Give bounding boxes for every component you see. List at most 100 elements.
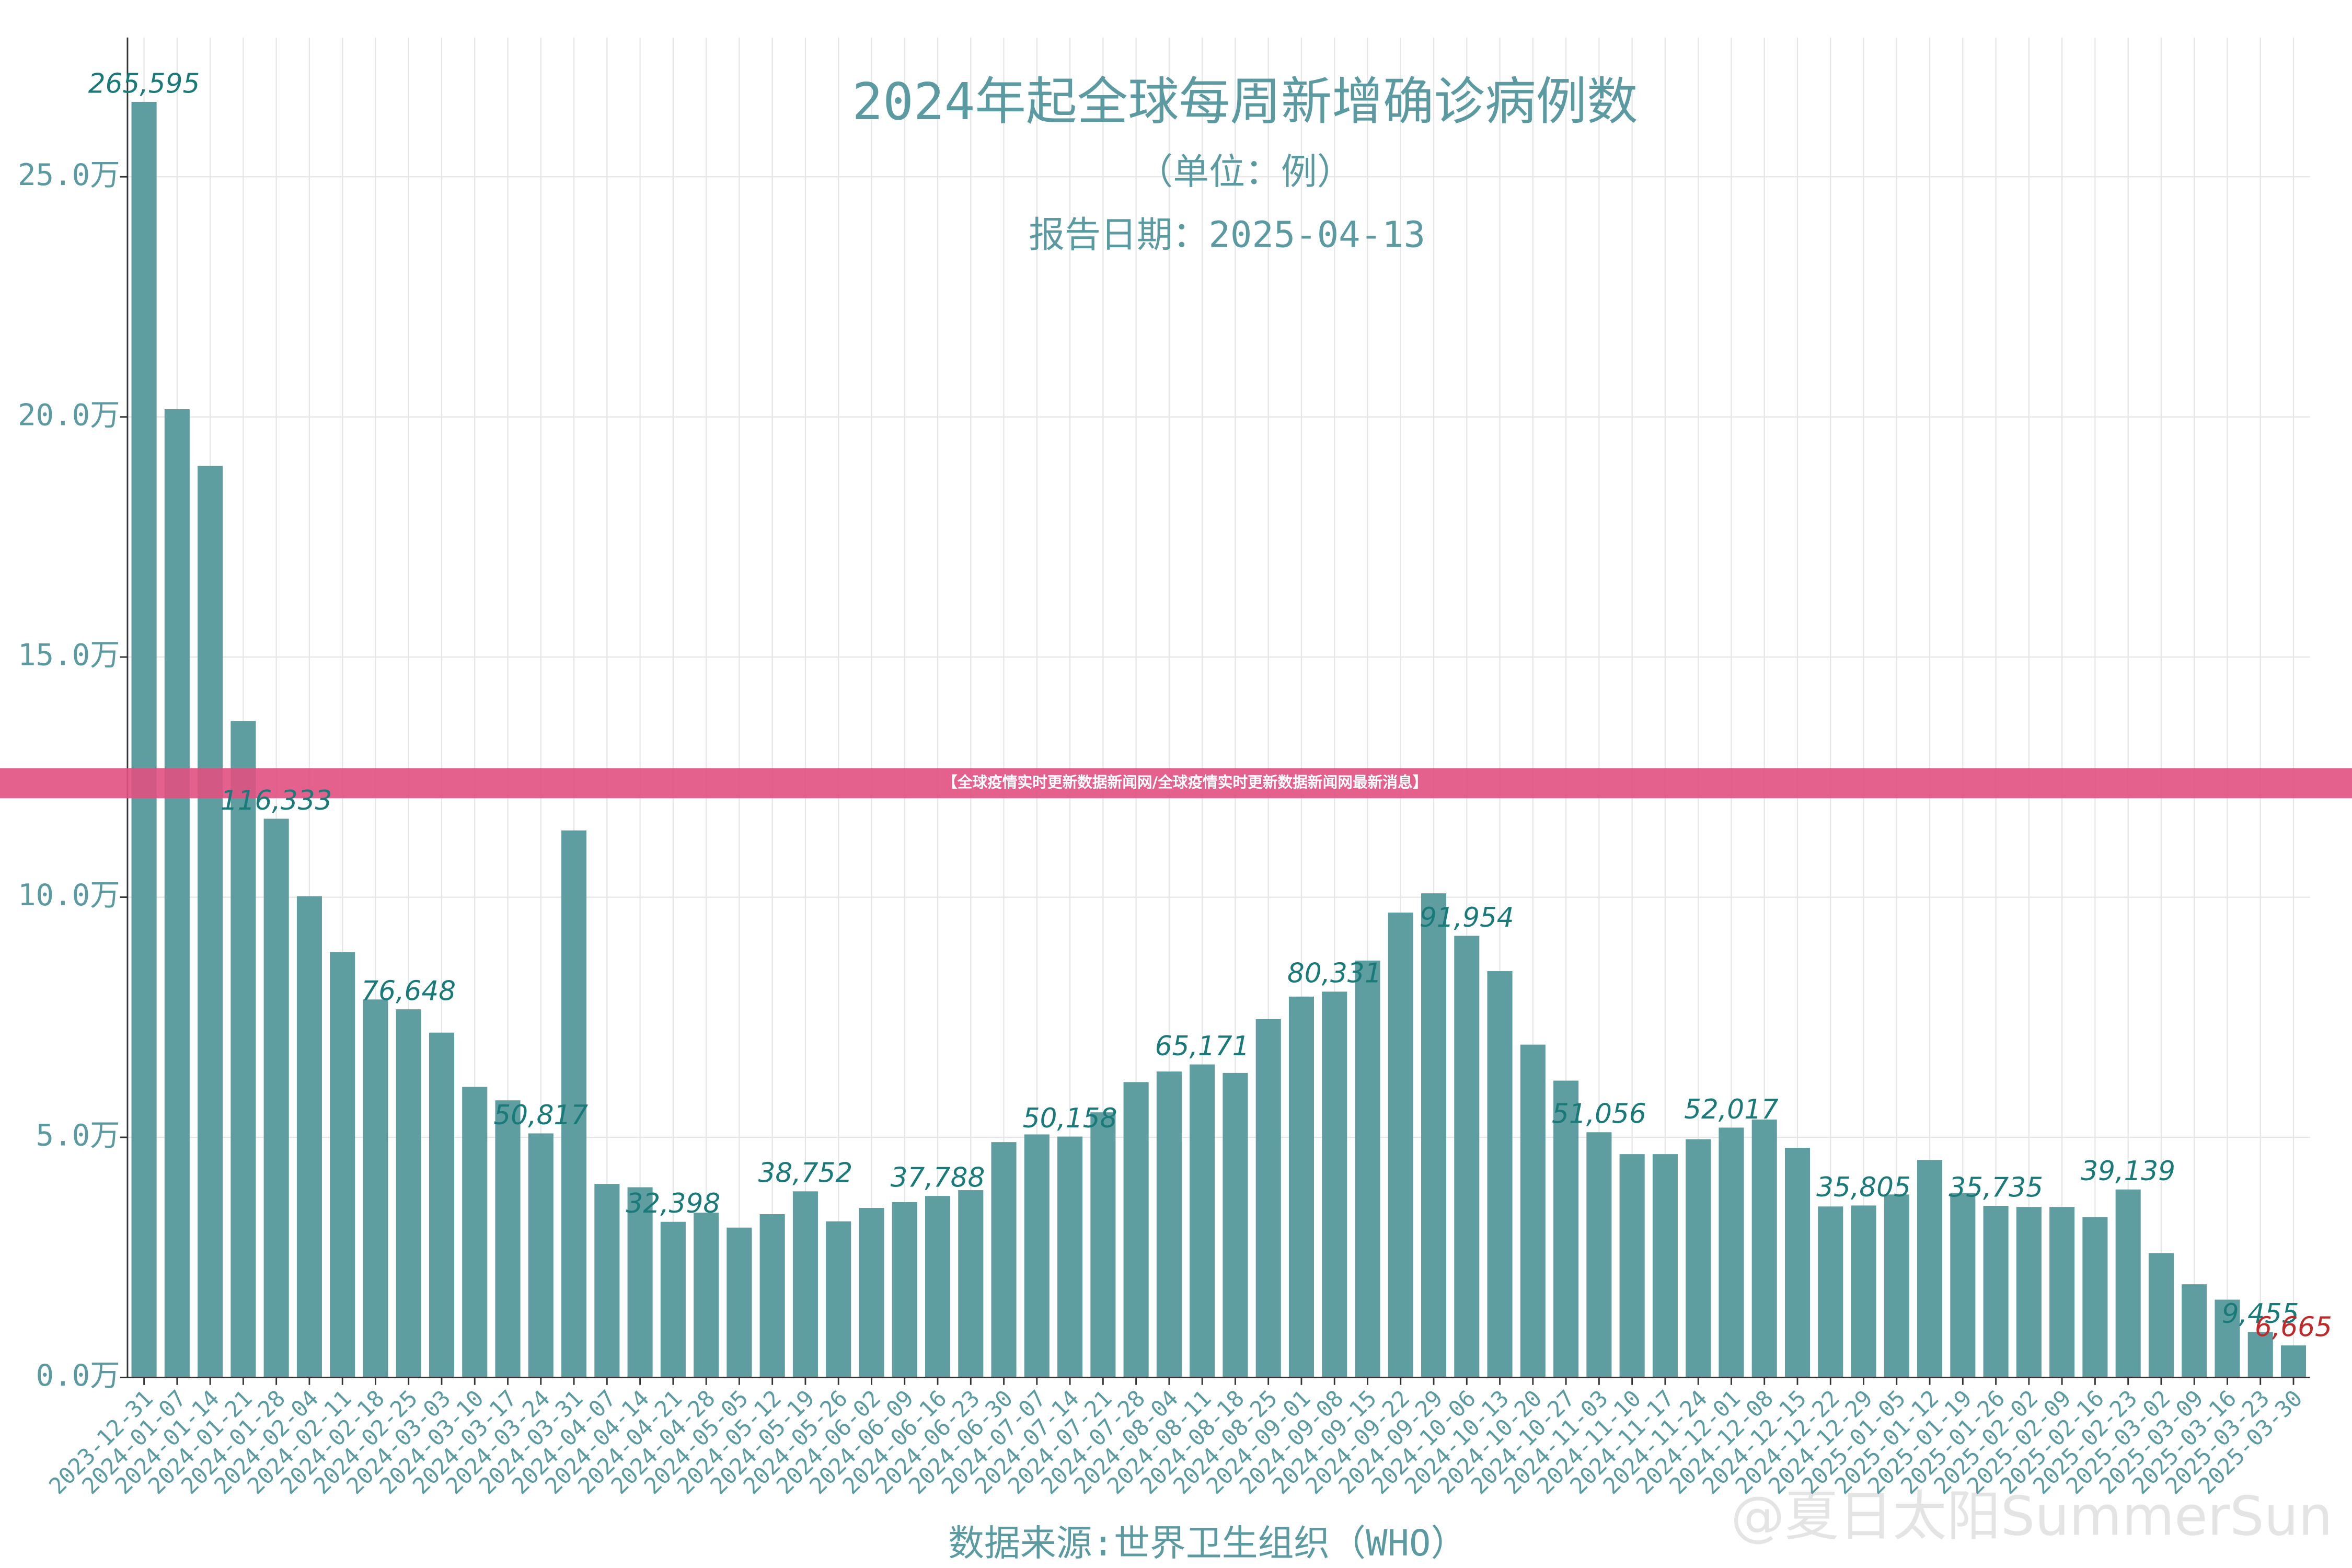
y-tick-label: 15.0万 — [18, 638, 120, 673]
value-label: 9,455 — [2222, 1298, 2299, 1330]
bar — [1884, 1194, 1909, 1378]
bar — [2016, 1207, 2042, 1378]
bar — [363, 999, 388, 1378]
bar — [859, 1208, 884, 1378]
bar — [2280, 1345, 2307, 1378]
bar — [131, 101, 157, 1378]
value-label: 38,752 — [758, 1158, 853, 1189]
value-label: 80,331 — [1287, 958, 1382, 989]
grid — [120, 37, 2310, 1385]
bar — [1057, 1136, 1083, 1378]
bar — [1652, 1154, 1678, 1378]
bar — [2148, 1253, 2174, 1378]
bar — [1686, 1139, 1711, 1378]
bar — [1586, 1132, 1612, 1378]
bar — [1619, 1154, 1645, 1378]
banner-bg — [0, 768, 2352, 799]
bar — [528, 1133, 554, 1378]
value-label: 52,017 — [1684, 1094, 1779, 1125]
y-tick-label: 10.0万 — [18, 878, 120, 913]
value-label: 265,595 — [88, 68, 200, 99]
bar — [826, 1221, 851, 1378]
bar — [164, 409, 190, 1378]
bar — [627, 1187, 653, 1378]
y-tick-label: 20.0万 — [18, 397, 120, 432]
value-label: 65,171 — [1155, 1031, 1250, 1062]
value-label: 50,158 — [1023, 1103, 1117, 1134]
bar — [1520, 1044, 1546, 1378]
bar — [561, 830, 587, 1378]
bars — [131, 101, 2307, 1378]
bar — [2049, 1207, 2075, 1378]
chart-subtitle: （单位：例） — [1137, 151, 1353, 193]
bar — [1851, 1205, 1876, 1378]
value-label: 50,817 — [493, 1100, 588, 1131]
value-label: 51,056 — [1552, 1099, 1646, 1130]
value-label: 35,805 — [1816, 1172, 1911, 1203]
value-label: 37,788 — [891, 1162, 985, 1194]
bar — [1553, 1080, 1579, 1378]
bar — [1190, 1064, 1215, 1378]
value-label: 116,333 — [221, 785, 332, 816]
bar — [1223, 1073, 1248, 1378]
report-date: 报告日期：2025-04-13 — [1029, 214, 1425, 256]
bar — [330, 952, 355, 1378]
bar — [495, 1100, 521, 1378]
bar — [1123, 1082, 1149, 1378]
value-label: 35,735 — [1949, 1172, 2043, 1203]
bar — [429, 1032, 455, 1378]
labels: 0.0万5.0万10.0万15.0万20.0万25.0万2023-12-3126… — [18, 68, 2332, 1500]
bar — [594, 1184, 620, 1378]
bar — [1784, 1148, 1811, 1378]
bar — [462, 1087, 488, 1378]
bar — [1751, 1119, 1777, 1378]
bar — [1719, 1127, 1744, 1378]
source: 数据来源:世界卫生组织（WHO） — [948, 1523, 1467, 1564]
banner: 【全球疫情实时更新数据新闻网/全球疫情实时更新数据新闻网最新消息】 — [942, 774, 1427, 791]
bar — [1288, 996, 1315, 1378]
bar — [1454, 936, 1480, 1378]
bar — [2182, 1284, 2207, 1378]
bar — [2215, 1299, 2240, 1378]
bar — [2082, 1217, 2108, 1378]
bar — [1355, 960, 1380, 1378]
bar — [1487, 971, 1513, 1378]
bar — [1950, 1193, 1976, 1378]
bar — [792, 1191, 818, 1378]
bar — [991, 1142, 1017, 1378]
bar — [694, 1213, 719, 1378]
value-label: 39,139 — [2081, 1156, 2175, 1187]
bar — [1421, 893, 1447, 1378]
bar — [1818, 1206, 1843, 1378]
value-label: 6,665 — [2255, 1312, 2332, 1343]
value-label: 32,398 — [626, 1188, 721, 1219]
bar — [892, 1202, 917, 1378]
bar — [925, 1196, 951, 1378]
bar — [660, 1221, 686, 1378]
bar — [958, 1190, 984, 1378]
bar — [759, 1214, 785, 1378]
bar — [2115, 1189, 2141, 1378]
bar — [1024, 1134, 1050, 1378]
bar — [2247, 1332, 2273, 1378]
watermark: @夏日太阳SummerSun — [1731, 1485, 2332, 1548]
value-label: 91,954 — [1420, 902, 1514, 933]
bar — [1917, 1160, 1943, 1378]
bar — [296, 896, 322, 1378]
bar — [1983, 1206, 2009, 1378]
bar — [230, 721, 256, 1378]
value-label: 76,648 — [361, 976, 456, 1007]
y-tick-label: 0.0万 — [36, 1358, 120, 1393]
chart-title: 2024年起全球每周新增确诊病例数 — [852, 72, 1638, 132]
bar — [1255, 1019, 1281, 1378]
bar — [1322, 991, 1347, 1378]
y-tick-label: 5.0万 — [36, 1118, 120, 1153]
bar — [727, 1227, 752, 1378]
bar — [396, 1009, 421, 1378]
bar — [1388, 912, 1413, 1378]
bar — [263, 818, 289, 1378]
y-tick-label: 25.0万 — [18, 157, 120, 192]
bar — [1156, 1071, 1182, 1378]
